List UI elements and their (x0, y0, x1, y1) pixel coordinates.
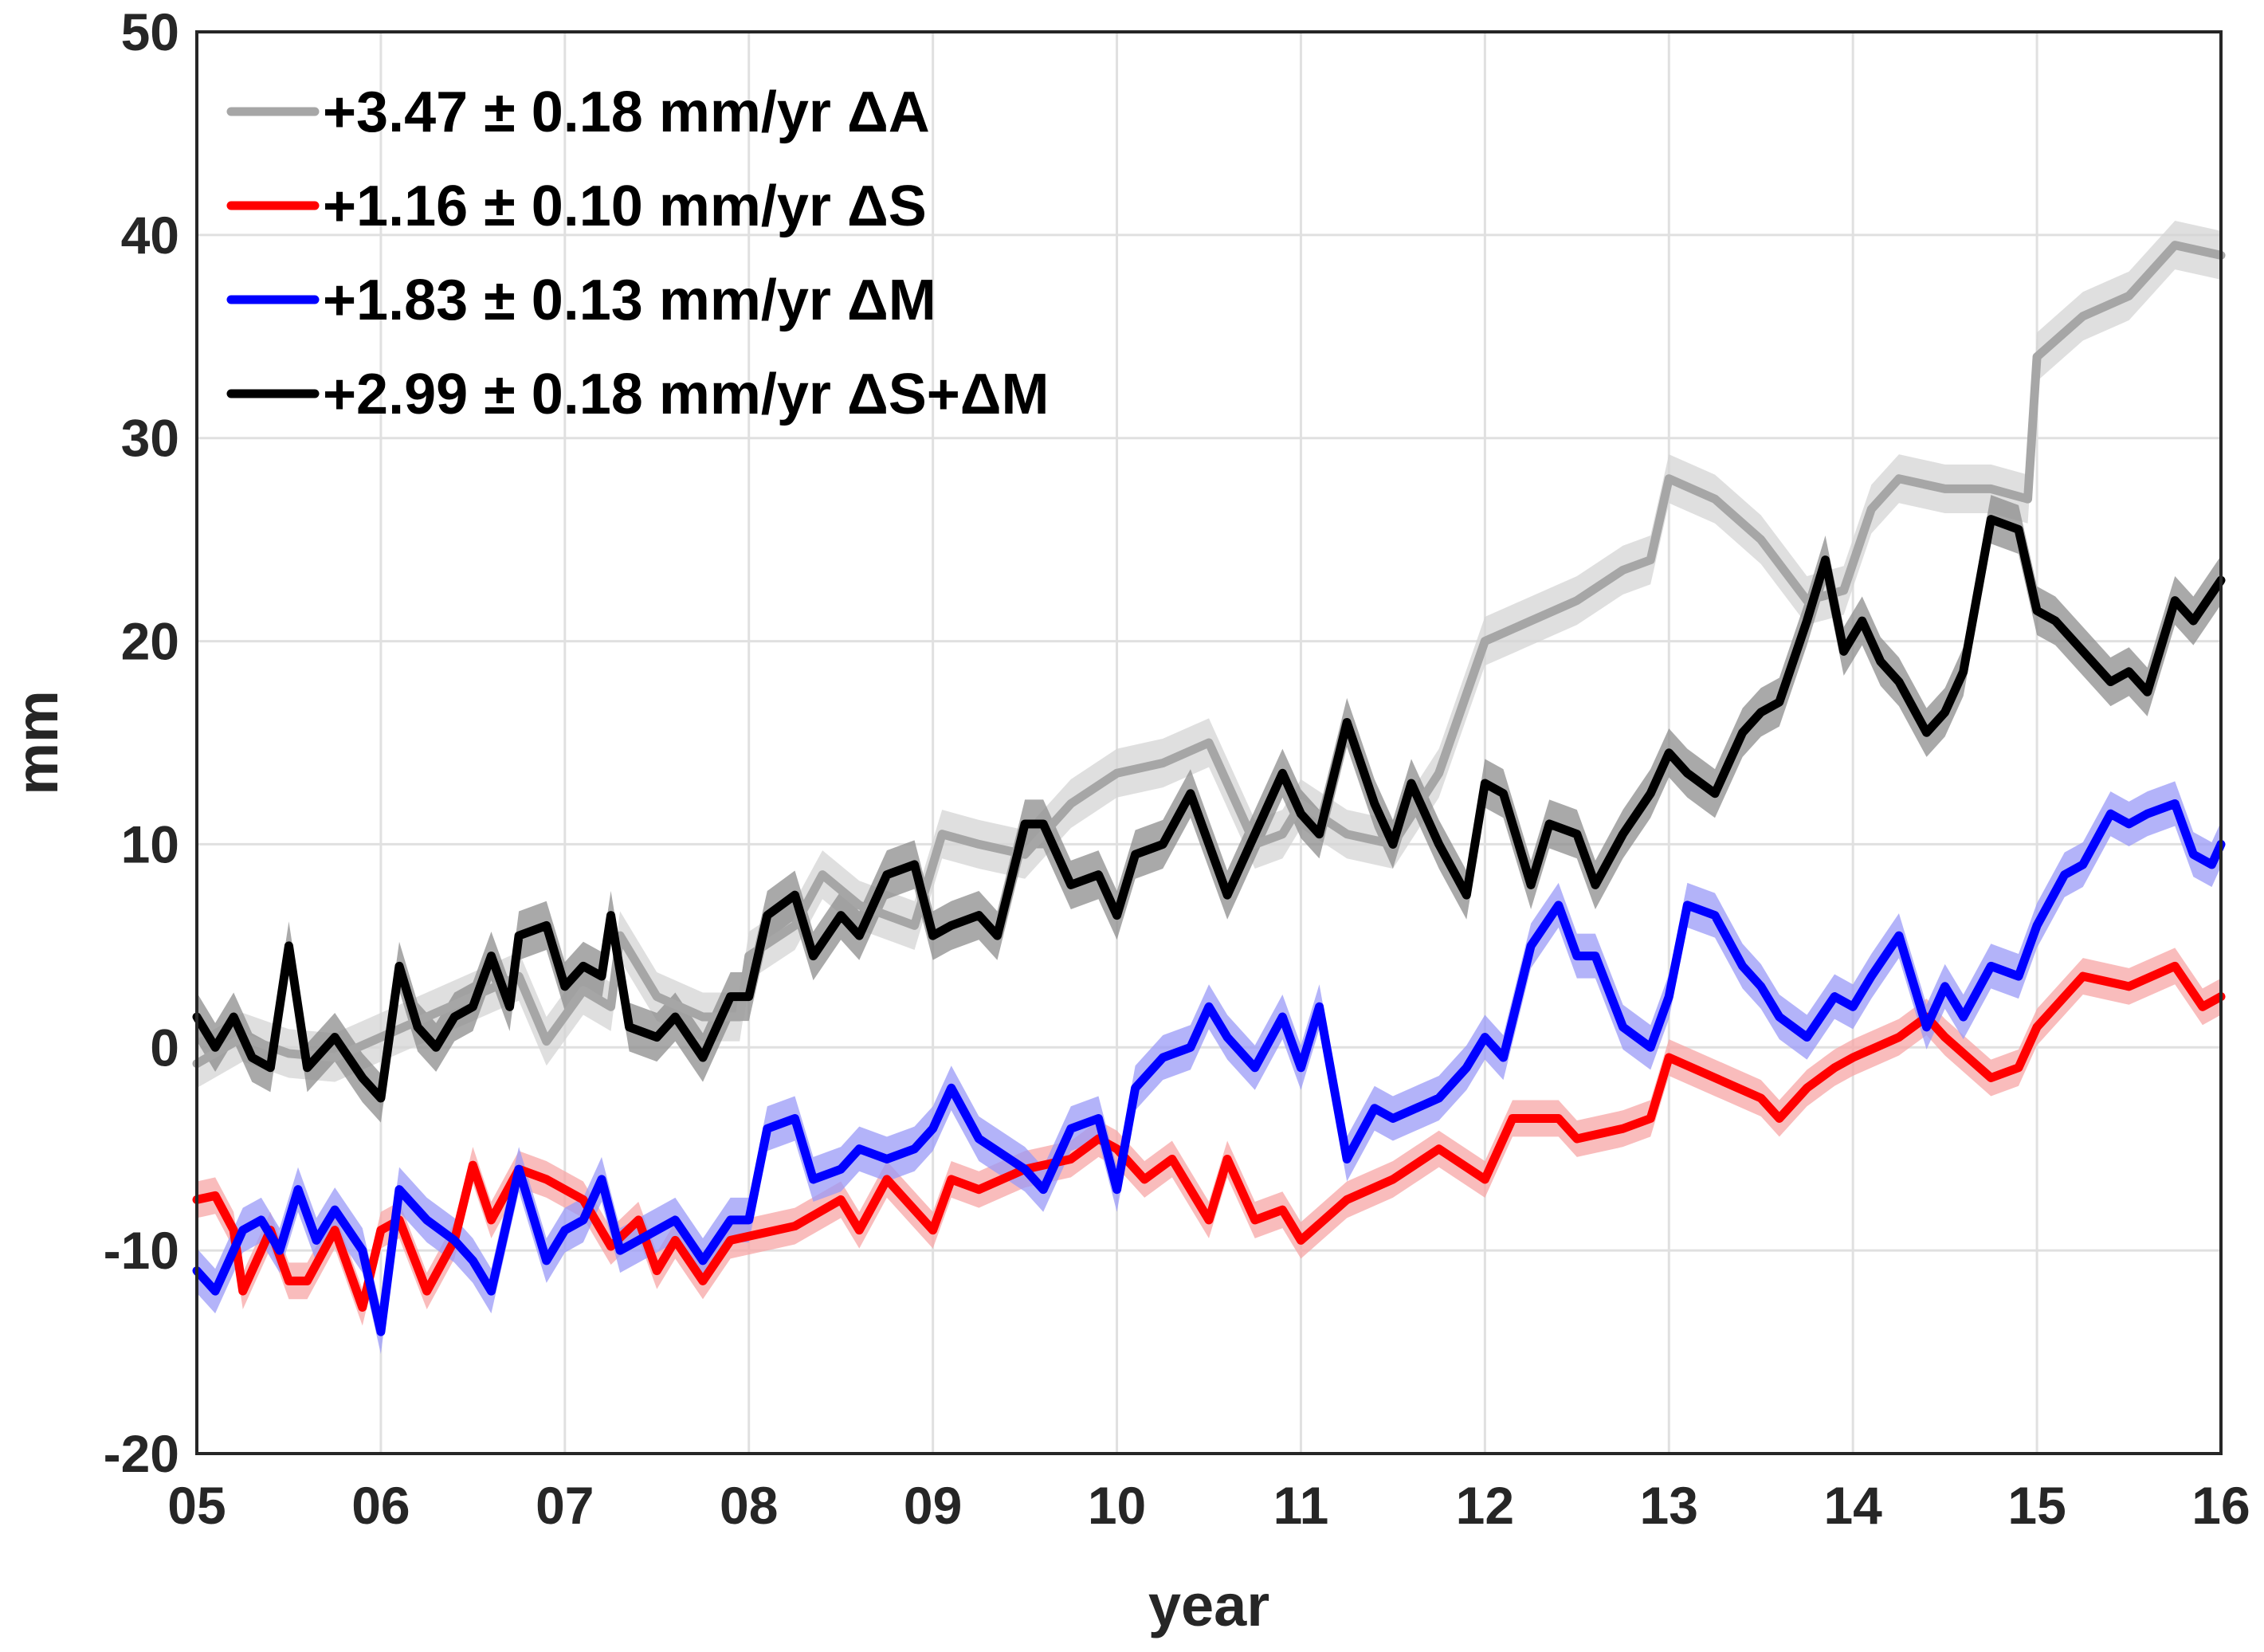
x-tick-label: 06 (351, 1476, 410, 1535)
x-tick-label: 07 (536, 1476, 594, 1535)
series-line-0 (192, 241, 2226, 1069)
legend-label-3: +2.99 ± 0.18 mm/yr ΔS+ΔM (323, 363, 1050, 426)
x-tick-label: 14 (1823, 1476, 1882, 1535)
x-tick-label: 05 (167, 1476, 226, 1535)
x-tick-label: 12 (1456, 1476, 1514, 1535)
x-tick-label: 09 (904, 1476, 962, 1535)
y-tick-label: 20 (121, 612, 179, 671)
series-line-3 (192, 515, 2226, 1103)
x-tick-label: 08 (720, 1476, 778, 1535)
y-tick-label: 10 (121, 814, 179, 873)
x-tick-label: 11 (1273, 1476, 1329, 1535)
x-tick-label: 10 (1088, 1476, 1146, 1535)
y-tick-label: 40 (121, 206, 179, 265)
x-axis-label: year (1148, 1572, 1269, 1638)
y-tick-label: 30 (121, 409, 179, 468)
legend-label-2: +1.83 ± 0.13 mm/yr ΔM (323, 269, 936, 332)
x-tick-label: 13 (1640, 1476, 1698, 1535)
y-tick-label: -20 (104, 1424, 179, 1483)
y-tick-label: 50 (121, 2, 179, 61)
series-line-2 (192, 799, 2226, 1336)
y-tick-label: 0 (150, 1018, 179, 1077)
legend: +3.47 ± 0.18 mm/yr ΔA +1.16 ± 0.10 mm/yr … (226, 80, 1050, 426)
y-tick-labels: -20 -10 0 10 20 30 40 50 (104, 2, 179, 1483)
legend-label-0: +3.47 ± 0.18 mm/yr ΔA (323, 80, 930, 144)
x-tick-labels: 05 06 07 08 09 10 11 12 13 14 15 16 (167, 1476, 2250, 1535)
y-tick-label: -10 (104, 1221, 179, 1280)
series-lines (192, 241, 2226, 1336)
x-tick-label: 16 (2191, 1476, 2250, 1535)
series-line-1 (192, 961, 2226, 1313)
x-tick-label: 15 (2007, 1476, 2066, 1535)
legend-label-1: +1.16 ± 0.10 mm/yr ΔS (323, 175, 927, 238)
y-axis-label: mm (4, 690, 70, 795)
plot-frame (195, 30, 2223, 1455)
